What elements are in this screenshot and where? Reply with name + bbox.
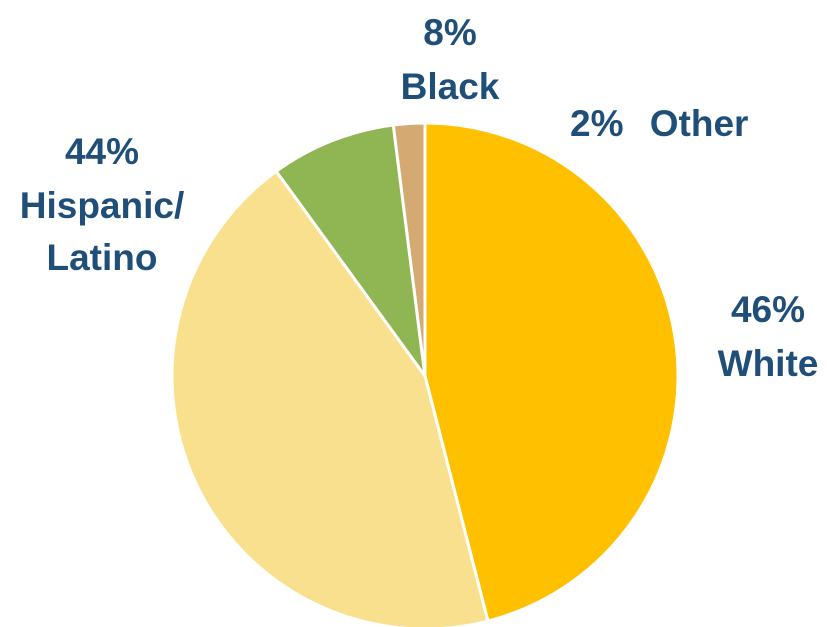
- pie-slice-white: [423, 121, 680, 623]
- slice-label-hispanic-pct: 44%: [65, 131, 139, 172]
- pie-labels: 46% White 44% Hispanic/ Latino 8% Black …: [20, 12, 819, 384]
- pie-slice-black: [274, 123, 427, 378]
- pie-slice-other: [391, 121, 427, 378]
- slice-label-hispanic-name: Hispanic/: [20, 185, 185, 226]
- slice-label-other-name: Other: [650, 103, 749, 144]
- slice-label-hispanic-name-line2: Latino: [47, 237, 158, 278]
- slice-label-white-name: White: [718, 343, 819, 384]
- slice-label-white-pct: 46%: [731, 289, 805, 330]
- pie-slice-hispanic: [170, 169, 490, 627]
- slice-label-other: 2% Other: [570, 103, 748, 144]
- slice-label-black-pct: 8%: [423, 12, 476, 53]
- slice-label-other-pct: 2%: [570, 103, 623, 144]
- pie-slices: [170, 121, 680, 627]
- slice-label-black-name: Black: [401, 66, 500, 107]
